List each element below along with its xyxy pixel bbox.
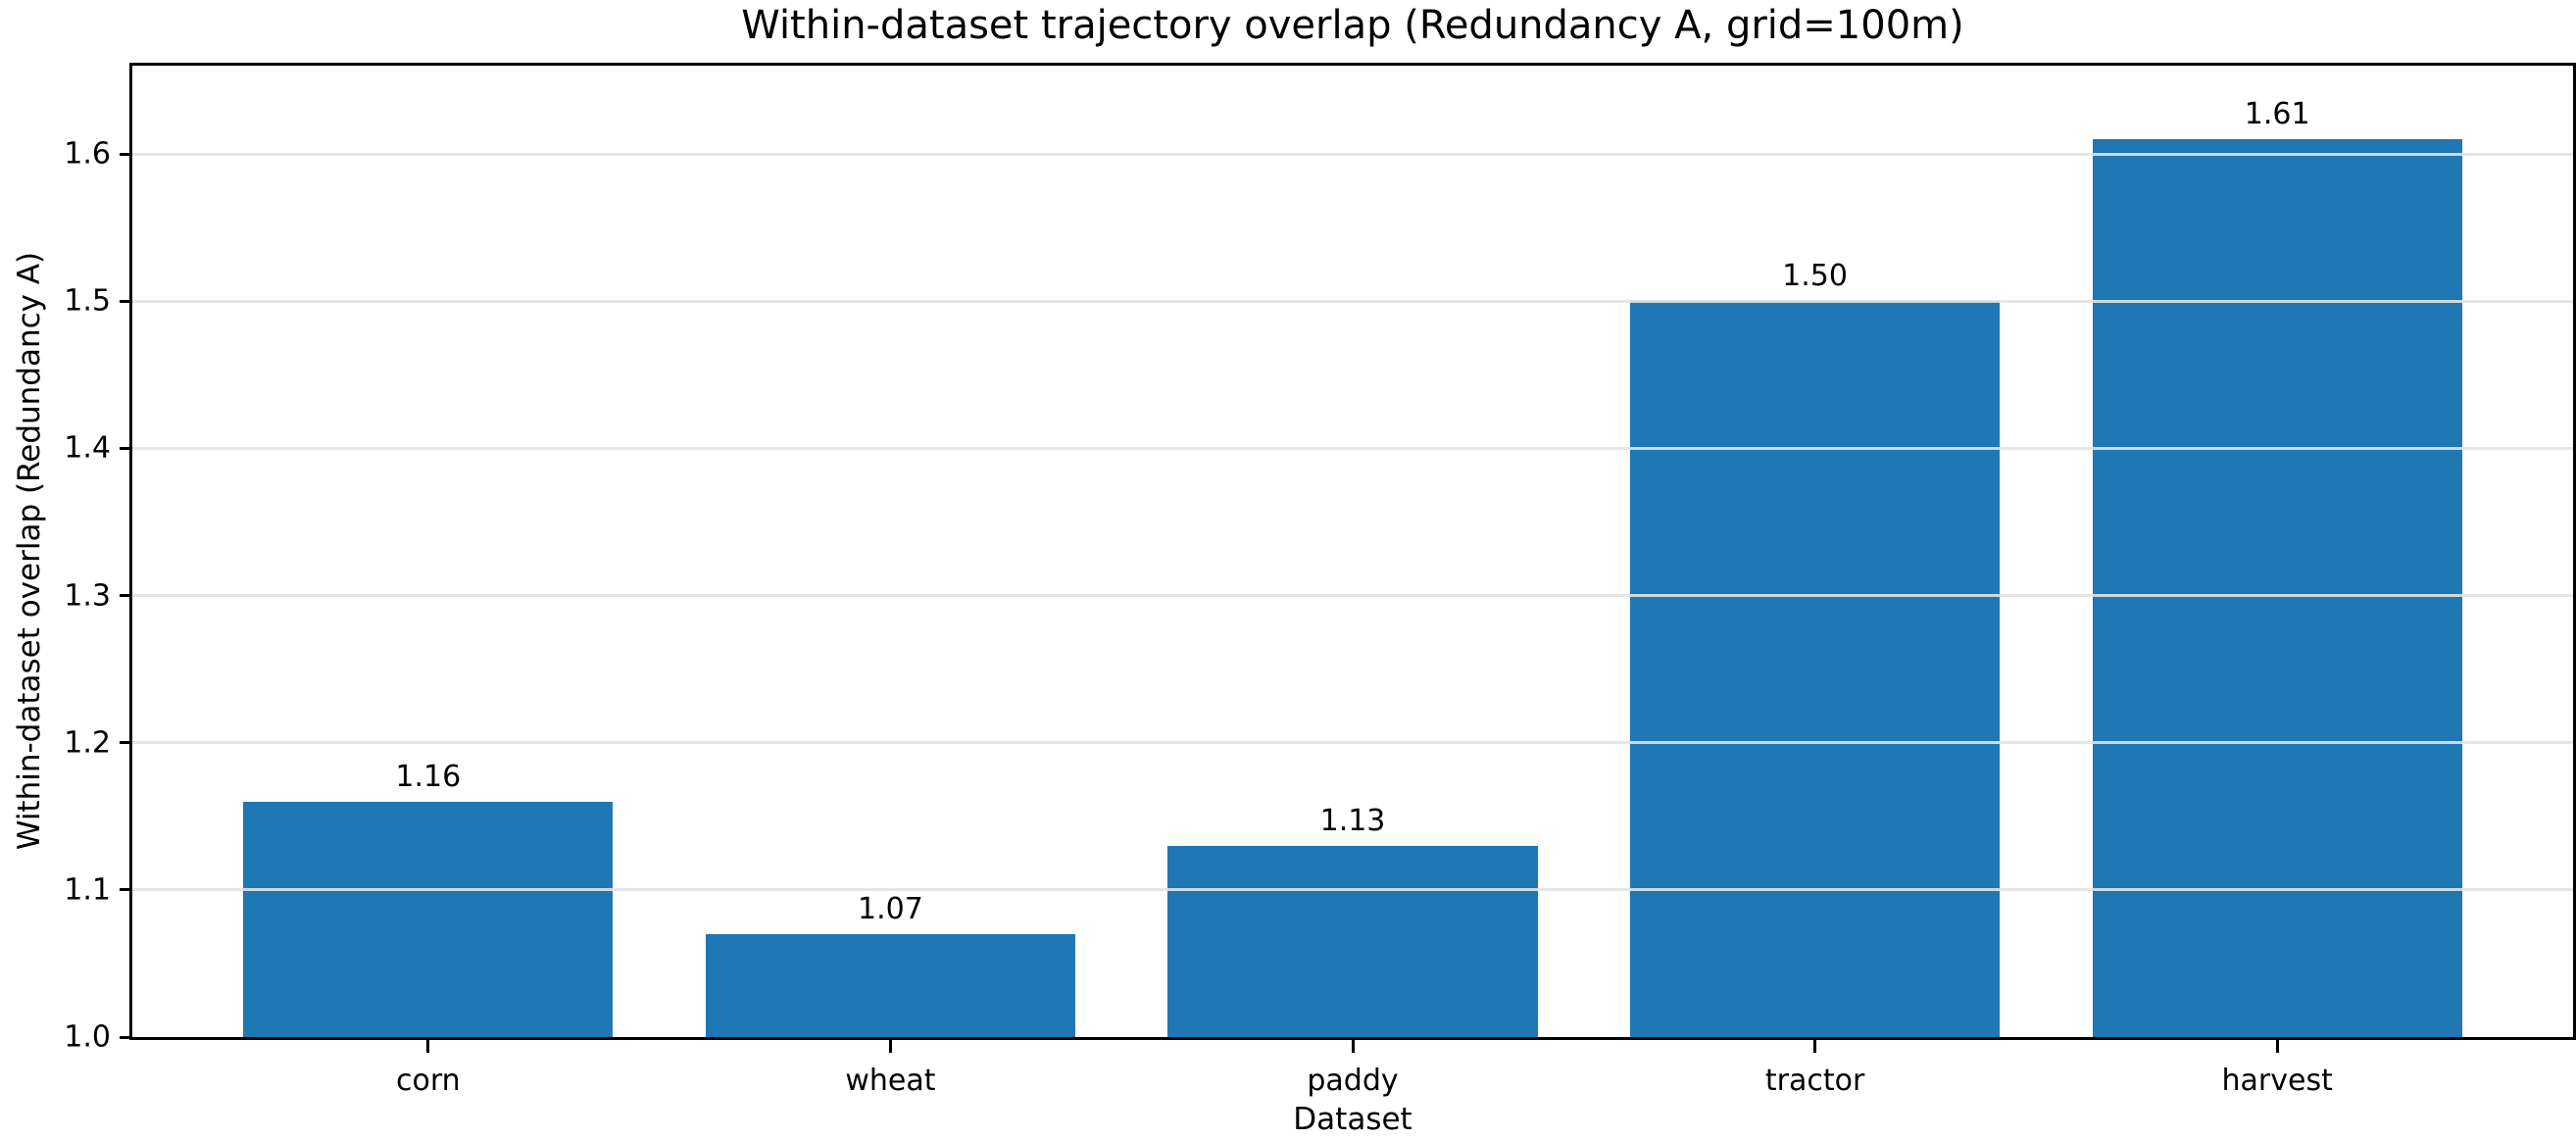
x-tick-mark (2275, 1040, 2279, 1053)
gridline (132, 594, 2573, 598)
bar-paddy (1167, 845, 1538, 1037)
gridline (132, 888, 2573, 892)
y-tick-label: 1.5 (64, 283, 111, 319)
chart-title: Within-dataset trajectory overlap (Redun… (741, 3, 1964, 48)
y-tick-mark (120, 1035, 132, 1039)
x-tick-mark (1351, 1040, 1355, 1053)
y-tick-label: 1.6 (64, 136, 111, 172)
x-tick-label-corn: corn (395, 1064, 461, 1098)
bar-value-label: 1.50 (1782, 259, 1848, 294)
y-tick-label: 1.0 (64, 1019, 111, 1055)
plot-area: 1.16 1.07 1.13 1.50 1.61 (132, 66, 2573, 1037)
y-tick-label: 1.2 (64, 725, 111, 761)
bar-value-label: 1.16 (395, 759, 462, 794)
y-tick-mark (120, 446, 132, 450)
y-tick-mark (120, 888, 132, 892)
x-tick-label-wheat: wheat (845, 1064, 936, 1098)
x-axis-label: Dataset (1293, 1102, 1412, 1137)
x-tick-label-tractor: tractor (1764, 1064, 1865, 1098)
y-tick-label: 1.4 (64, 430, 111, 466)
bar-value-label: 1.61 (2244, 97, 2310, 132)
y-tick-mark (120, 152, 132, 156)
bar-wheat (705, 933, 1076, 1037)
bar-value-label: 1.13 (1319, 803, 1386, 838)
gridline (132, 152, 2573, 156)
x-tick-label-harvest: harvest (2221, 1064, 2333, 1098)
gridline (132, 741, 2573, 745)
x-tick-mark (1813, 1040, 1817, 1053)
x-tick-mark (888, 1040, 892, 1053)
bar-corn (243, 801, 614, 1037)
x-tick-label-paddy: paddy (1307, 1064, 1399, 1098)
bar-harvest (2092, 139, 2462, 1037)
y-tick-mark (120, 299, 132, 303)
bar-value-label: 1.07 (858, 891, 923, 926)
gridline (132, 446, 2573, 450)
y-axis-label: Within-dataset overlap (Redundancy A) (12, 251, 47, 851)
bar-tractor (1629, 301, 2001, 1037)
y-tick-mark (120, 741, 132, 745)
x-tick-mark (426, 1040, 430, 1053)
y-tick-label: 1.1 (64, 872, 111, 908)
y-tick-label: 1.3 (64, 578, 111, 614)
gridline (132, 299, 2573, 303)
y-tick-mark (120, 594, 132, 598)
